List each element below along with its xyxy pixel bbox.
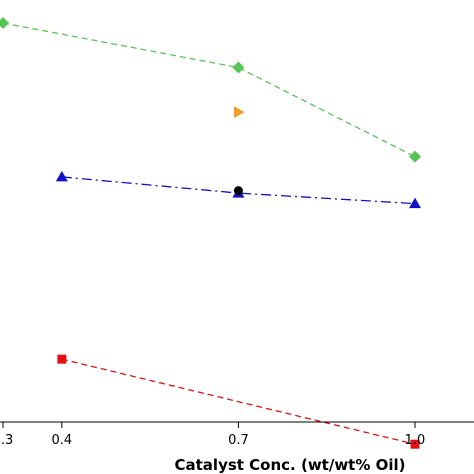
- data-point-triangle-up: [409, 197, 421, 209]
- data-point-circle: [233, 186, 243, 196]
- data-point-square: [57, 354, 67, 364]
- data-point-triangle-right: [233, 106, 245, 119]
- series-line-0: [2, 22, 416, 158]
- data-point-diamond: [409, 150, 421, 163]
- data-point-diamond: [232, 61, 245, 74]
- data-point-diamond: [0, 17, 9, 29]
- series-markers: [0, 17, 421, 449]
- series-line-2: [61, 176, 416, 205]
- x-tick-label: 0.7: [228, 433, 249, 448]
- data-point-triangle-up: [55, 170, 68, 182]
- data-point-square: [410, 439, 420, 449]
- series-lines: [2, 22, 416, 445]
- x-axis-title: Catalyst Conc. (wt/wt% Oil): [175, 456, 406, 474]
- x-tick-label: 0.3: [0, 433, 13, 448]
- x-tick-label: 0.4: [52, 433, 73, 448]
- x-tick-label: 1.0: [405, 433, 426, 448]
- series-line-4: [61, 358, 416, 445]
- x-axis-ticks: 0.3 0.4 0.7 1.0: [0, 422, 425, 448]
